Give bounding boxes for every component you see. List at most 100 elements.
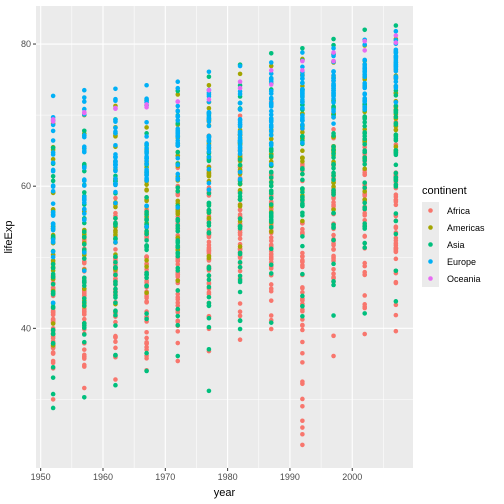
- point-americas: [50, 321, 56, 326]
- point-asia: [81, 332, 87, 337]
- point-asia: [331, 282, 336, 288]
- point-europe: [300, 122, 305, 128]
- point-europe: [50, 122, 56, 128]
- point-africa: [113, 345, 118, 351]
- point-africa: [393, 192, 399, 198]
- point-africa: [144, 344, 149, 350]
- point-africa: [300, 254, 305, 259]
- point-asia: [175, 188, 181, 194]
- point-asia: [113, 215, 118, 221]
- point-africa: [300, 396, 305, 402]
- point-asia: [113, 289, 118, 295]
- point-asia: [331, 190, 336, 195]
- point-asia: [300, 166, 305, 171]
- point-europe: [300, 64, 305, 70]
- point-europe: [331, 100, 336, 105]
- point-asia: [206, 294, 212, 300]
- point-africa: [362, 210, 368, 216]
- legend-title: continent: [422, 185, 467, 197]
- point-asia: [331, 224, 336, 230]
- point-asia: [362, 133, 368, 139]
- point-africa: [50, 310, 56, 315]
- point-asia: [144, 350, 149, 356]
- plot-panel: [36, 6, 413, 468]
- point-africa: [237, 313, 243, 319]
- point-americas: [393, 127, 399, 133]
- point-europe: [81, 268, 87, 274]
- point-asia: [237, 279, 243, 285]
- point-americas: [50, 157, 56, 162]
- point-asia: [300, 171, 305, 177]
- point-asia: [81, 242, 87, 247]
- point-africa: [237, 212, 243, 217]
- point-asia: [50, 178, 56, 184]
- point-europe: [81, 134, 87, 140]
- point-asia: [50, 265, 56, 271]
- point-asia: [393, 122, 399, 127]
- point-europe: [81, 178, 87, 184]
- point-europe: [50, 128, 56, 134]
- point-europe: [113, 159, 118, 165]
- point-asia: [206, 388, 212, 394]
- data-points: [50, 23, 399, 448]
- point-africa: [113, 339, 118, 344]
- point-africa: [50, 350, 56, 356]
- point-africa: [81, 347, 87, 352]
- point-europe: [300, 140, 305, 146]
- point-africa: [81, 292, 87, 298]
- point-europe: [300, 99, 305, 105]
- point-asia: [268, 175, 274, 180]
- point-asia: [113, 254, 118, 260]
- point-asia: [206, 315, 212, 321]
- point-africa: [50, 335, 56, 341]
- point-asia: [331, 177, 336, 183]
- point-asia: [206, 207, 212, 213]
- point-africa: [237, 337, 243, 343]
- point-americas: [362, 197, 368, 202]
- point-africa: [175, 319, 181, 325]
- point-europe: [50, 249, 56, 254]
- point-europe: [331, 96, 336, 102]
- point-europe: [50, 188, 56, 194]
- point-europe: [113, 154, 118, 160]
- point-asia: [331, 261, 336, 267]
- point-africa: [362, 263, 368, 269]
- point-asia: [300, 45, 305, 51]
- point-asia: [393, 132, 399, 137]
- point-europe: [113, 129, 118, 135]
- point-africa: [331, 127, 336, 132]
- point-africa: [113, 335, 118, 340]
- grid-minor: [36, 6, 413, 468]
- point-africa: [300, 327, 305, 333]
- point-europe: [113, 181, 118, 186]
- point-africa: [50, 285, 56, 290]
- point-oceania: [300, 68, 305, 73]
- point-asia: [300, 189, 305, 195]
- point-asia: [331, 170, 336, 176]
- point-oceania: [175, 99, 181, 104]
- point-europe: [50, 209, 56, 215]
- point-europe: [113, 96, 118, 102]
- point-asia: [300, 243, 305, 249]
- point-africa: [300, 425, 305, 430]
- point-americas: [113, 204, 118, 210]
- legend: continent Africa Americas Asia Europe Oceani…: [422, 185, 485, 287]
- point-europe: [393, 100, 399, 105]
- point-asia: [81, 299, 87, 305]
- x-tick-label: 1980: [218, 472, 238, 482]
- point-africa: [175, 192, 181, 198]
- point-asia: [268, 271, 274, 276]
- point-europe: [206, 139, 212, 144]
- point-asia: [331, 36, 336, 42]
- point-europe: [50, 221, 56, 226]
- point-europe: [50, 184, 56, 189]
- point-asia: [113, 382, 118, 388]
- legend-label-africa: Africa: [447, 206, 470, 216]
- point-asia: [300, 194, 305, 200]
- point-africa: [300, 309, 305, 314]
- point-africa: [393, 256, 399, 262]
- point-asia: [237, 273, 243, 279]
- point-asia: [300, 186, 305, 191]
- point-asia: [393, 231, 399, 237]
- point-africa: [331, 271, 336, 277]
